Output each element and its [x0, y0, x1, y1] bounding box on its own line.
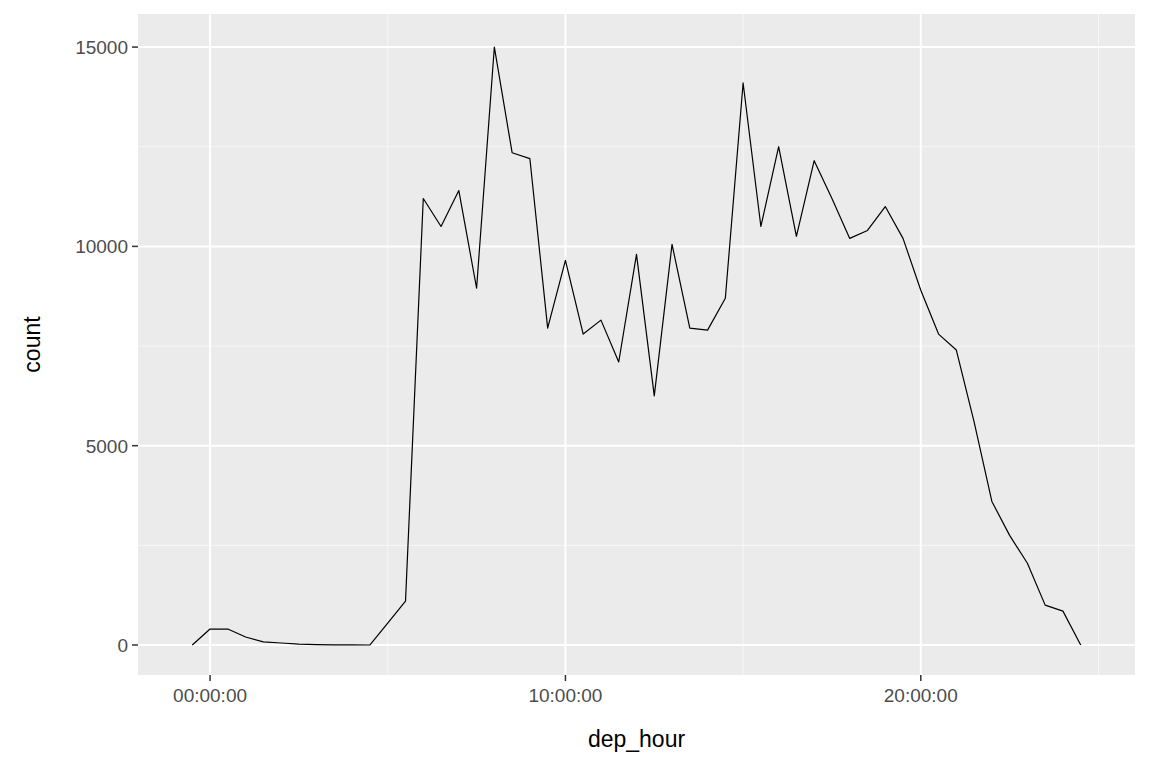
- y-axis-title: count: [19, 316, 45, 373]
- minor-grid-line: [1098, 14, 1099, 675]
- tick: [565, 675, 567, 681]
- line: [192, 47, 1080, 645]
- grid-line: [138, 245, 1135, 247]
- grid-line: [564, 14, 566, 675]
- tick: [209, 675, 211, 681]
- minor-grid-line: [138, 545, 1135, 546]
- tick-label: 10:00:00: [528, 685, 602, 706]
- axes: 00:00:00 10:00:00 20:00:00 0 5000 10000 15000: [75, 37, 958, 706]
- tick: [132, 46, 138, 48]
- tick-label: 15000: [75, 37, 128, 58]
- grid-line: [138, 644, 1135, 646]
- grid-line: [920, 14, 922, 675]
- grid-line: [138, 46, 1135, 48]
- data: [192, 47, 1080, 645]
- tick-label: 20:00:00: [884, 685, 958, 706]
- tick-label: 10000: [75, 236, 128, 257]
- tick: [132, 644, 138, 646]
- tick-label: 5000: [86, 436, 128, 457]
- grid: [138, 14, 1135, 675]
- minor-grid-line: [387, 14, 388, 675]
- panel: [138, 14, 1135, 675]
- tick: [132, 445, 138, 447]
- minor-grid-line: [138, 346, 1135, 347]
- grid-line: [209, 14, 211, 675]
- tick: [132, 246, 138, 248]
- minor-grid-line: [743, 14, 744, 675]
- tick-label: 00:00:00: [173, 685, 247, 706]
- chart: 00:00:00 10:00:00 20:00:00 0 5000 10000 15000 d…: [0, 0, 1152, 768]
- minor-grid-line: [138, 146, 1135, 147]
- tick: [920, 675, 922, 681]
- grid-line: [138, 445, 1135, 447]
- tick-label: 0: [117, 635, 128, 656]
- x-axis-title: dep_hour: [588, 726, 686, 752]
